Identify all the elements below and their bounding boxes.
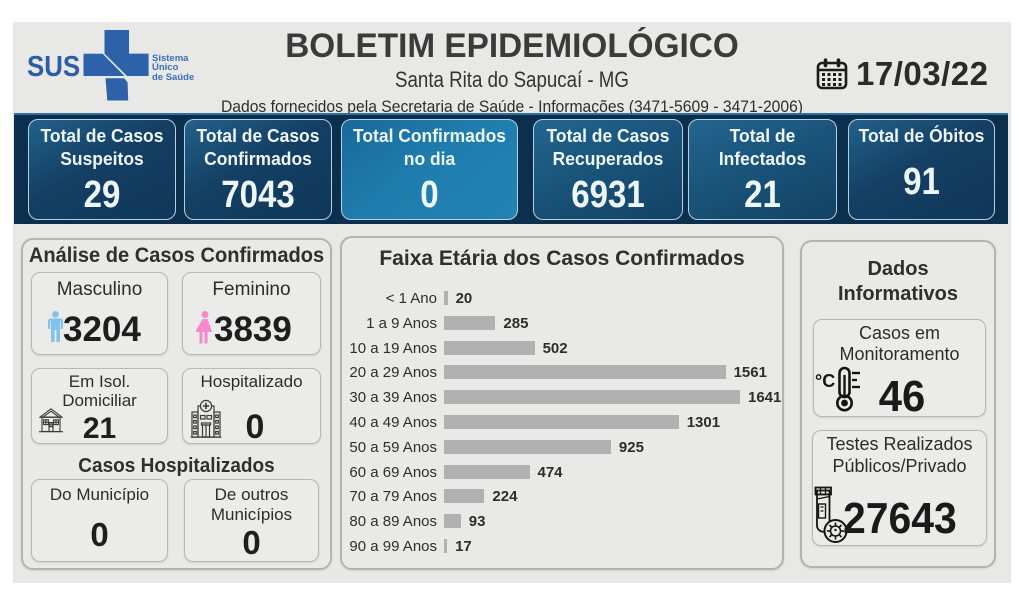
svg-text:°C: °C [815,371,835,391]
